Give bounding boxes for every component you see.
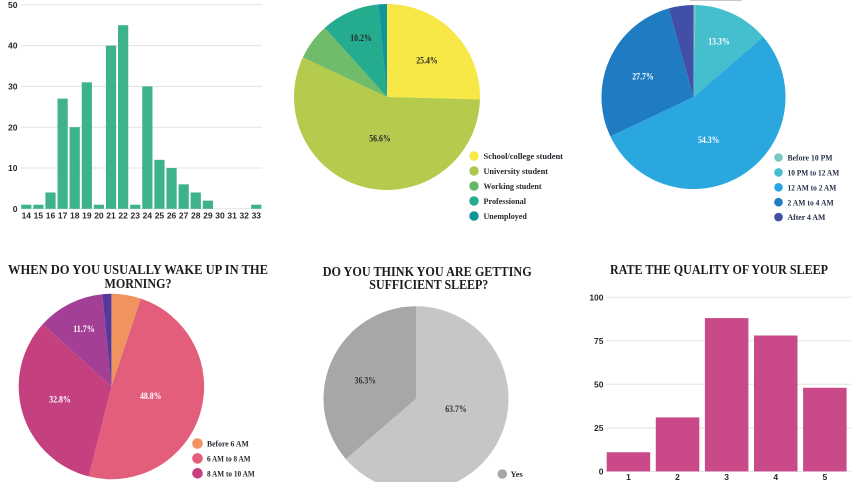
svg-text:24: 24 [143, 210, 153, 220]
svg-text:30: 30 [8, 82, 18, 92]
svg-text:0: 0 [599, 467, 604, 477]
svg-text:12 AM to 2 AM: 12 AM to 2 AM [788, 182, 837, 192]
svg-text:25: 25 [594, 423, 604, 433]
svg-text:54.3%: 54.3% [698, 135, 720, 145]
svg-text:32: 32 [239, 210, 249, 220]
svg-text:5: 5 [822, 472, 827, 482]
svg-text:After 4 AM: After 4 AM [788, 212, 826, 222]
svg-text:School/college student: School/college student [484, 151, 564, 161]
svg-text:20: 20 [8, 122, 18, 132]
svg-text:30: 30 [215, 210, 225, 220]
svg-text:10 PM to 12 AM: 10 PM to 12 AM [788, 168, 840, 178]
svg-text:2: 2 [675, 472, 680, 482]
svg-text:10: 10 [8, 163, 18, 173]
svg-text:25.4%: 25.4% [416, 56, 438, 66]
svg-text:27: 27 [179, 210, 189, 220]
svg-text:48.8%: 48.8% [140, 391, 162, 401]
svg-text:26: 26 [167, 210, 177, 220]
svg-text:1: 1 [626, 472, 631, 482]
svg-text:DO YOU THINK YOU ARE GETTING: DO YOU THINK YOU ARE GETTING [323, 265, 532, 280]
svg-text:4: 4 [773, 472, 778, 482]
svg-text:0: 0 [13, 204, 18, 214]
svg-text:40: 40 [8, 41, 18, 51]
svg-text:Before 10 PM: Before 10 PM [788, 153, 833, 163]
svg-text:63.7%: 63.7% [445, 404, 467, 414]
svg-text:50: 50 [8, 0, 18, 10]
svg-text:15: 15 [34, 210, 44, 220]
svg-text:Working student: Working student [484, 181, 542, 191]
svg-text:18: 18 [70, 210, 80, 220]
svg-text:32.8%: 32.8% [49, 395, 71, 405]
svg-text:Professional: Professional [484, 196, 527, 206]
svg-text:22: 22 [118, 210, 128, 220]
svg-text:17: 17 [58, 210, 68, 220]
svg-text:100: 100 [589, 292, 603, 302]
svg-text:23: 23 [131, 210, 141, 220]
svg-text:29: 29 [203, 210, 213, 220]
svg-text:2 AM to 4 AM: 2 AM to 4 AM [788, 197, 834, 207]
svg-text:8 AM to 10 AM: 8 AM to 10 AM [207, 468, 255, 478]
svg-text:36.3%: 36.3% [355, 376, 377, 386]
svg-text:SUFFICIENT SLEEP?: SUFFICIENT SLEEP? [369, 278, 488, 293]
svg-text:Unemployed: Unemployed [484, 211, 528, 221]
svg-text:27.7%: 27.7% [632, 72, 654, 82]
svg-text:6 AM to 8 AM: 6 AM to 8 AM [207, 454, 251, 464]
svg-text:33: 33 [252, 210, 262, 220]
svg-text:25: 25 [155, 210, 165, 220]
svg-text:13.3%: 13.3% [708, 37, 730, 47]
svg-text:14: 14 [22, 210, 32, 220]
svg-text:19: 19 [82, 210, 92, 220]
svg-text:16: 16 [46, 210, 56, 220]
svg-text:3: 3 [724, 472, 729, 482]
svg-text:56.6%: 56.6% [369, 134, 391, 144]
svg-text:RATE THE QUALITY OF YOUR SLEEP: RATE THE QUALITY OF YOUR SLEEP [610, 263, 828, 278]
svg-text:MORNING?: MORNING? [105, 277, 172, 292]
svg-text:28: 28 [191, 210, 201, 220]
svg-text:Before 6 AM: Before 6 AM [207, 439, 249, 449]
svg-text:50: 50 [594, 379, 604, 389]
svg-text:75: 75 [594, 336, 604, 346]
svg-text:21: 21 [106, 210, 116, 220]
svg-text:11.7%: 11.7% [73, 324, 95, 334]
svg-text:10.2%: 10.2% [350, 33, 372, 43]
svg-text:20: 20 [94, 210, 104, 220]
svg-text:Yes: Yes [511, 469, 524, 479]
svg-text:University student: University student [484, 166, 549, 176]
svg-text:31: 31 [227, 210, 237, 220]
svg-text:WHEN DO YOU USUALLY WAKE UP IN: WHEN DO YOU USUALLY WAKE UP IN THE [8, 263, 268, 278]
